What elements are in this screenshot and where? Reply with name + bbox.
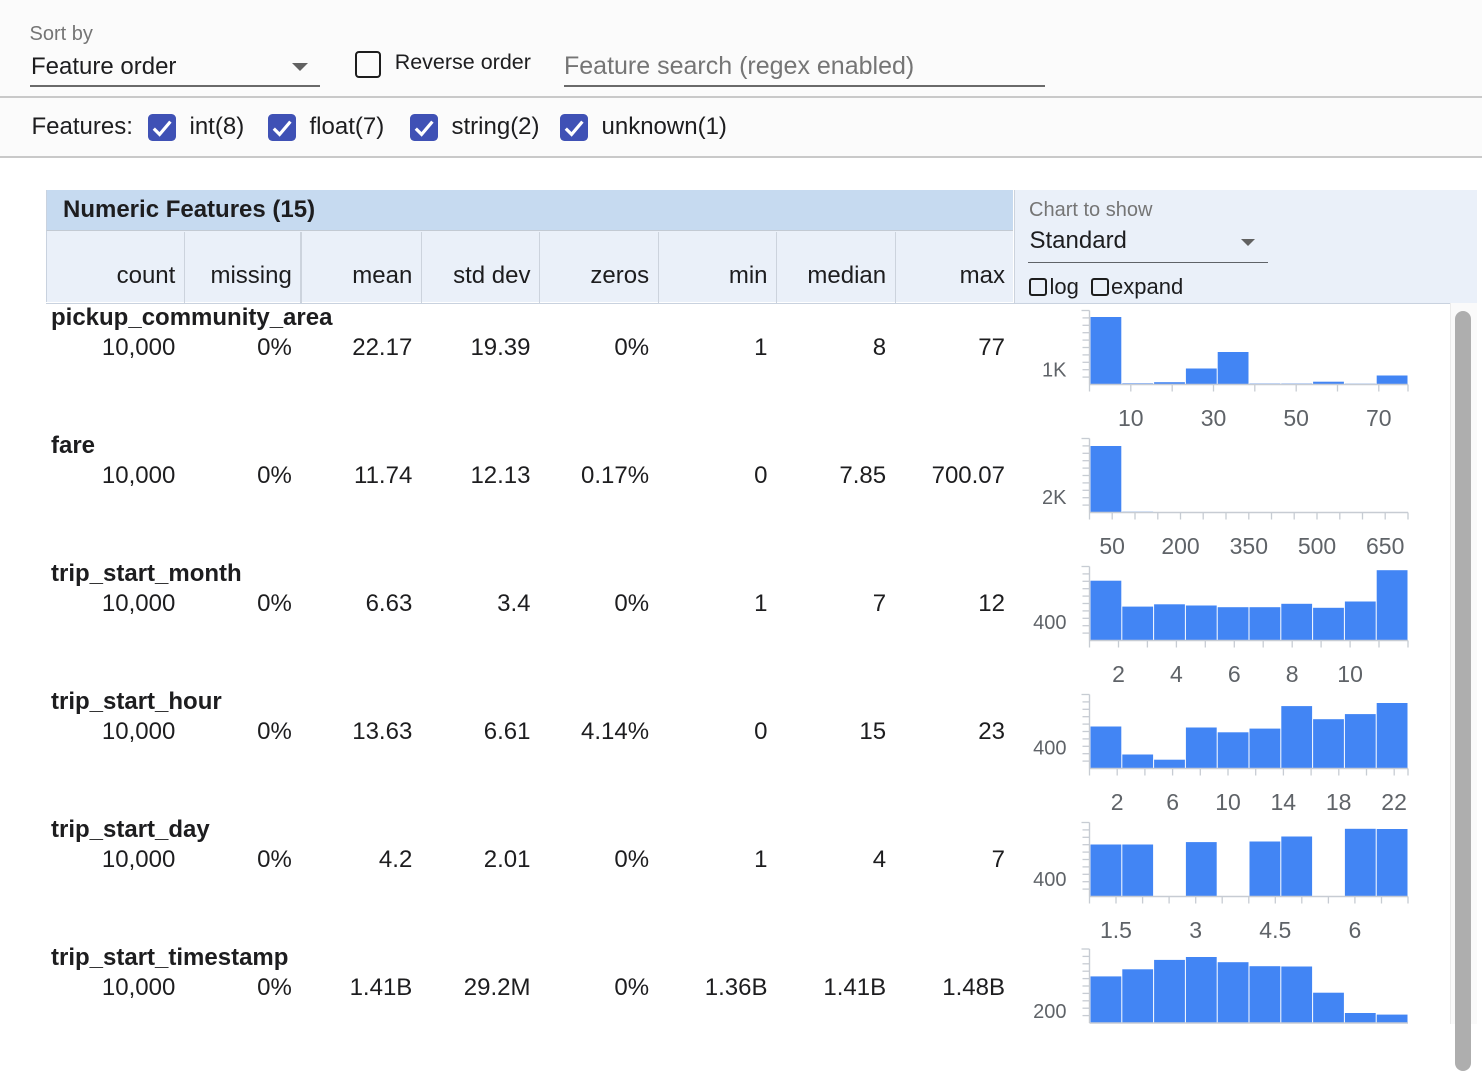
svg-text:8: 8 bbox=[1286, 661, 1299, 687]
svg-text:1K: 1K bbox=[1042, 360, 1067, 382]
svg-text:400: 400 bbox=[1033, 612, 1066, 634]
svg-text:4.5: 4.5 bbox=[1259, 917, 1291, 943]
svg-text:10: 10 bbox=[1215, 789, 1241, 815]
svg-text:6: 6 bbox=[1166, 789, 1179, 815]
svg-text:350: 350 bbox=[1230, 533, 1268, 559]
svg-text:2: 2 bbox=[1111, 789, 1124, 815]
svg-text:22: 22 bbox=[1381, 789, 1407, 815]
svg-text:6: 6 bbox=[1349, 917, 1362, 943]
svg-text:18: 18 bbox=[1326, 789, 1352, 815]
svg-text:4: 4 bbox=[1170, 661, 1183, 687]
svg-text:6: 6 bbox=[1228, 661, 1241, 687]
svg-text:10: 10 bbox=[1118, 405, 1144, 431]
svg-text:650: 650 bbox=[1366, 533, 1404, 559]
svg-text:30: 30 bbox=[1201, 405, 1227, 431]
svg-text:500: 500 bbox=[1298, 533, 1336, 559]
svg-text:10: 10 bbox=[1337, 661, 1363, 687]
svg-text:400: 400 bbox=[1033, 738, 1066, 760]
svg-text:200: 200 bbox=[1161, 533, 1199, 559]
svg-text:200: 200 bbox=[1033, 1001, 1066, 1023]
svg-text:400: 400 bbox=[1033, 869, 1066, 891]
svg-text:2K: 2K bbox=[1042, 487, 1067, 509]
svg-text:70: 70 bbox=[1366, 405, 1392, 431]
svg-text:1.5: 1.5 bbox=[1100, 917, 1132, 943]
svg-text:2: 2 bbox=[1112, 661, 1125, 687]
svg-text:3: 3 bbox=[1189, 917, 1202, 943]
svg-text:14: 14 bbox=[1271, 789, 1297, 815]
svg-text:50: 50 bbox=[1099, 533, 1125, 559]
svg-text:50: 50 bbox=[1283, 405, 1309, 431]
